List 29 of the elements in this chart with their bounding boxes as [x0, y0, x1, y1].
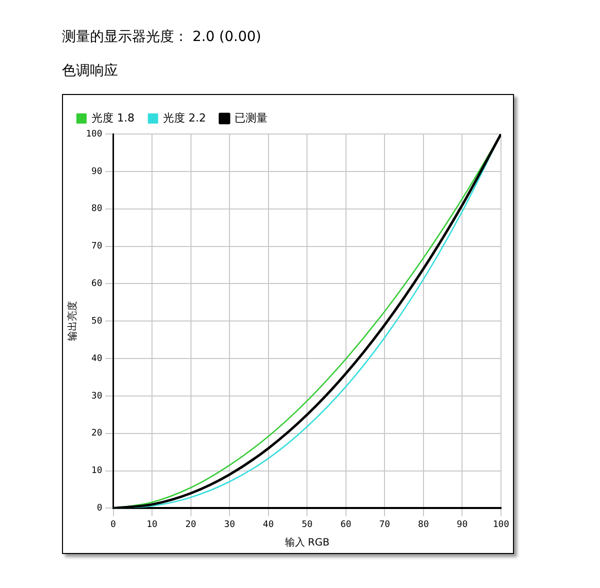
- x-tick-label: 100: [492, 520, 510, 530]
- x-tick-label: 0: [110, 520, 116, 530]
- y-tick-label: 30: [91, 391, 102, 402]
- x-tick-label: 30: [224, 520, 235, 530]
- legend-label: 光度 2.2: [162, 111, 206, 124]
- x-tick-label: 60: [340, 520, 352, 530]
- y-tick-label: 80: [91, 204, 102, 214]
- y-tick-label: 70: [91, 242, 102, 252]
- x-tick-label: 70: [379, 520, 390, 530]
- legend-label: 光度 1.8: [92, 111, 134, 124]
- y-tick-label: 10: [91, 466, 102, 476]
- legend-label: 已测量: [234, 111, 268, 124]
- y-tick-label: 0: [96, 504, 102, 514]
- x-tick-label: 90: [456, 520, 468, 530]
- chart-title: 测量的显示器光度： 2.0 (0.00): [62, 28, 262, 46]
- y-tick-label: 50: [91, 316, 102, 326]
- x-tick-label: 20: [185, 520, 196, 530]
- x-tick-label: 50: [302, 520, 313, 530]
- y-tick-label: 90: [91, 166, 102, 177]
- x-tick-label: 40: [262, 520, 274, 530]
- y-tick-label: 100: [86, 129, 102, 140]
- y-tick-label: 40: [91, 354, 102, 364]
- y-tick-label: 60: [91, 279, 102, 290]
- y-tick-label: 20: [91, 428, 102, 439]
- x-tick-label: 80: [418, 520, 429, 530]
- x-tick-label: 10: [146, 520, 158, 530]
- x-axis-title: 输入 RGB: [284, 536, 330, 549]
- chart-subtitle: 色调响应: [62, 62, 119, 80]
- y-axis-title: 输出亮度: [66, 301, 79, 342]
